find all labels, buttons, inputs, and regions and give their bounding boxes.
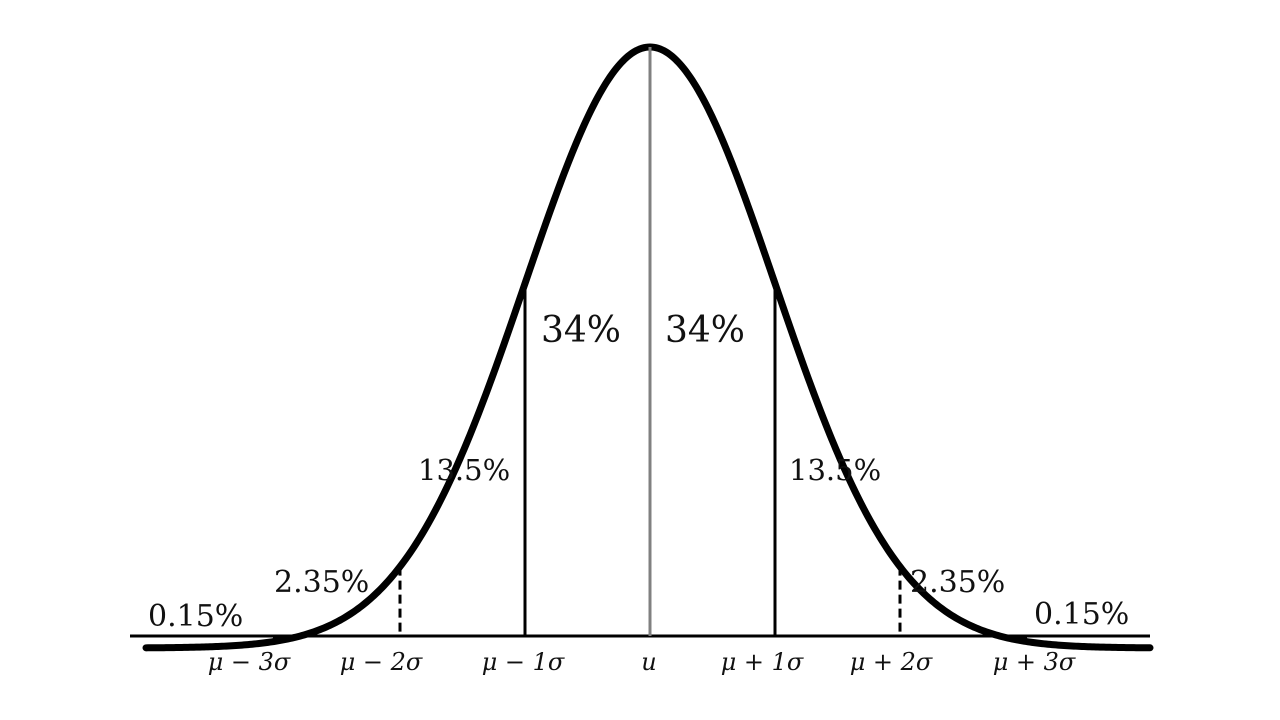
- tick-label-mu-minus-1sigma: μ − 1σ: [482, 648, 565, 676]
- tick-label-mu-plus-2sigma: μ + 2σ: [850, 648, 933, 676]
- bell-curve: [142, 43, 1154, 652]
- region-label-left-2sigma: 13.5%: [418, 453, 510, 487]
- tick-label-mu-minus-2sigma: μ − 2σ: [340, 648, 423, 676]
- tick-label-mu-plus-1sigma: μ + 1σ: [721, 648, 804, 676]
- tick-label-mu-plus-3sigma: μ + 3σ: [993, 648, 1076, 676]
- region-label-right-tail: 0.15%: [1034, 597, 1129, 632]
- tick-label-mean: u: [641, 648, 656, 676]
- region-label-left-1sigma: 34%: [541, 310, 621, 351]
- tick-label-mu-minus-3sigma: μ − 3σ: [208, 648, 291, 676]
- region-label-left-3sigma: 2.35%: [274, 565, 369, 600]
- region-label-right-2sigma: 13.5%: [789, 453, 881, 487]
- region-label-right-1sigma: 34%: [665, 310, 745, 351]
- region-label-right-3sigma: 2.35%: [910, 565, 1005, 600]
- region-label-left-tail: 0.15%: [148, 599, 243, 634]
